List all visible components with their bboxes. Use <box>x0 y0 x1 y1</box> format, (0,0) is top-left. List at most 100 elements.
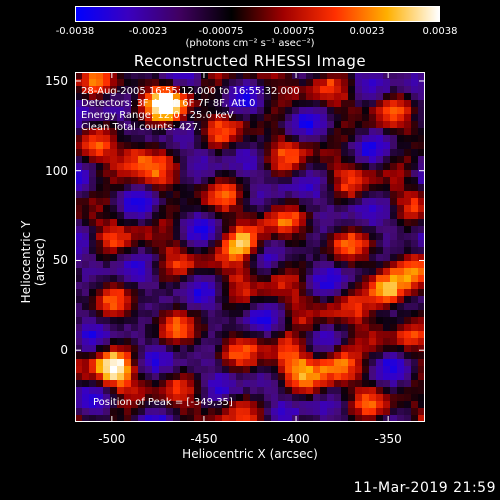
heatmap-cell <box>138 415 146 422</box>
heatmap-cell <box>103 247 111 255</box>
heatmap-cell <box>264 100 272 108</box>
heatmap-cell <box>187 373 195 381</box>
heatmap-cell <box>376 282 384 290</box>
heatmap-cell <box>327 142 335 150</box>
heatmap-cell <box>201 205 209 213</box>
heatmap-cell <box>145 72 153 80</box>
heatmap-cell <box>390 205 398 213</box>
heatmap-cell <box>82 226 90 234</box>
heatmap-cell <box>96 345 104 353</box>
heatmap-cell <box>404 156 412 164</box>
heatmap-cell <box>89 268 97 276</box>
heatmap-cell <box>131 135 139 143</box>
heatmap-cell <box>411 100 419 108</box>
heatmap-cell <box>348 219 356 227</box>
heatmap-cell <box>124 121 132 129</box>
heatmap-cell <box>376 247 384 255</box>
heatmap-cell <box>201 373 209 381</box>
heatmap-cell <box>278 86 286 94</box>
heatmap-cell <box>271 212 279 220</box>
heatmap-cell <box>411 79 419 87</box>
heatmap-cell <box>236 247 244 255</box>
heatmap-cell <box>411 282 419 290</box>
heatmap-cell <box>376 352 384 360</box>
heatmap-cell <box>131 324 139 332</box>
heatmap-cell <box>194 240 202 248</box>
heatmap-cell <box>110 233 118 241</box>
heatmap-cell <box>278 72 286 80</box>
heatmap-cell <box>355 380 363 388</box>
heatmap-cell <box>327 93 335 101</box>
heatmap-cell <box>376 331 384 339</box>
heatmap-cell <box>124 401 132 409</box>
heatmap-cell <box>292 93 300 101</box>
heatmap-cell <box>82 240 90 248</box>
heatmap-cell <box>236 352 244 360</box>
heatmap-cell <box>320 240 328 248</box>
heatmap-cell <box>166 184 174 192</box>
heatmap-cell <box>299 331 307 339</box>
heatmap-cell <box>145 261 153 269</box>
heatmap-cell <box>103 366 111 374</box>
heatmap-cell <box>145 317 153 325</box>
heatmap-cell <box>376 114 384 122</box>
heatmap-cell <box>208 303 216 311</box>
heatmap-cell <box>173 163 181 171</box>
heatmap-cell <box>348 324 356 332</box>
heatmap-cell <box>180 121 188 129</box>
heatmap-cell <box>306 408 314 416</box>
heatmap-cell <box>250 359 258 367</box>
heatmap-cell <box>257 338 265 346</box>
heatmap-cell <box>96 128 104 136</box>
heatmap-cell <box>187 142 195 150</box>
heatmap-cell <box>355 408 363 416</box>
heatmap-cell <box>103 387 111 395</box>
heatmap-cell <box>306 170 314 178</box>
heatmap-cell <box>404 219 412 227</box>
heatmap-cell <box>299 170 307 178</box>
heatmap-cell <box>320 275 328 283</box>
heatmap-cell <box>264 373 272 381</box>
heatmap-cell <box>96 212 104 220</box>
heatmap-cell <box>264 135 272 143</box>
heatmap-cell <box>418 170 425 178</box>
heatmap-cell <box>180 107 188 115</box>
heatmap-cell <box>159 324 167 332</box>
heatmap-cell <box>124 163 132 171</box>
heatmap-cell <box>222 268 230 276</box>
heatmap-cell <box>390 289 398 297</box>
heatmap-cell <box>411 401 419 409</box>
heatmap-cell <box>138 380 146 388</box>
heatmap-cell <box>187 261 195 269</box>
heatmap-cell <box>369 394 377 402</box>
heatmap-cell <box>404 317 412 325</box>
heatmap-cell <box>173 303 181 311</box>
heatmap-cell <box>299 212 307 220</box>
heatmap-cell <box>236 317 244 325</box>
heatmap-cell <box>250 296 258 304</box>
heatmap-cell <box>320 121 328 129</box>
heatmap-cell <box>313 296 321 304</box>
heatmap-cell <box>145 212 153 220</box>
heatmap-cell <box>96 184 104 192</box>
heatmap-cell <box>194 191 202 199</box>
heatmap-cell <box>285 177 293 185</box>
heatmap-cell <box>313 233 321 241</box>
heatmap-cell <box>355 177 363 185</box>
heatmap-cell <box>96 177 104 185</box>
heatmap-cell <box>180 338 188 346</box>
heatmap-cell <box>264 408 272 416</box>
heatmap-cell <box>194 205 202 213</box>
x-axis-label: Heliocentric X (arcsec) <box>182 447 318 461</box>
heatmap-cell <box>257 233 265 241</box>
heatmap-cell <box>376 156 384 164</box>
heatmap-cell <box>159 366 167 374</box>
heatmap-cell <box>229 128 237 136</box>
heatmap-cell <box>313 310 321 318</box>
heatmap-cell <box>341 72 349 80</box>
heatmap-cell <box>243 86 251 94</box>
heatmap-cell <box>334 268 342 276</box>
heatmap-cell <box>173 191 181 199</box>
heatmap-cell <box>362 135 370 143</box>
heatmap-cell <box>215 219 223 227</box>
